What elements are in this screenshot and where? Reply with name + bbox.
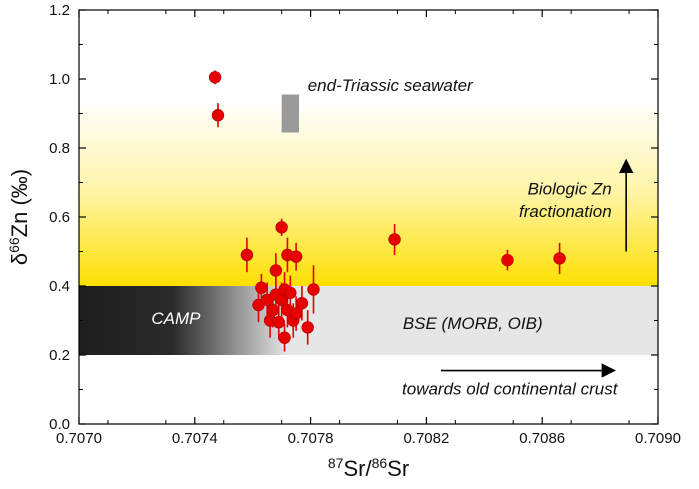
biologic-label-line2: fractionation	[519, 202, 612, 221]
y-tick-label-2: 0.4	[49, 278, 70, 295]
data-point-21	[295, 297, 309, 310]
data-point-19	[289, 250, 303, 263]
data-point-2	[240, 248, 254, 262]
axis-ticks: 0.7070 0.7074 0.7078 0.7082 0.7086 0.7090 0.0 0…	[49, 2, 681, 447]
x-tick-label-5: 0.7090	[635, 430, 681, 447]
data-points	[208, 70, 566, 352]
data-point-4	[255, 281, 268, 294]
camp-label: CAMP	[151, 309, 201, 328]
x-tick-label-0: 0.7070	[56, 430, 102, 447]
data-point-8	[269, 264, 283, 277]
y-tick-label-3: 0.6	[49, 209, 70, 226]
data-point-1	[211, 109, 225, 122]
data-point-0	[208, 71, 222, 84]
shaded-regions	[79, 94, 658, 355]
data-point-23	[307, 283, 320, 296]
data-point-7	[266, 303, 280, 317]
y-tick-label-1: 0.2	[49, 347, 70, 364]
data-point-13	[278, 331, 291, 344]
x-title-sr: Sr/	[343, 456, 372, 481]
data-point-24	[388, 233, 401, 246]
x-tick-label-2: 0.7078	[288, 430, 334, 447]
data-point-17	[284, 286, 297, 300]
data-point-25	[501, 253, 514, 267]
y-title-zn: Zn (‰)	[7, 169, 32, 237]
y-tick-label-5: 1.0	[49, 71, 70, 88]
y-tick-label-4: 0.8	[49, 140, 70, 157]
y-title-delta: δ	[7, 253, 32, 265]
x-tick-label-1: 0.7074	[172, 430, 218, 447]
y-tick-label-0: 0.0	[49, 416, 70, 433]
y-axis-title: δ66Zn (‰)	[6, 169, 32, 265]
x-tick-label-3: 0.7082	[403, 430, 449, 447]
seawater-label: end-Triassic seawater	[308, 76, 474, 95]
crust-label: towards old continental crust	[402, 380, 619, 399]
y-title-sup-66: 66	[6, 237, 22, 253]
x-axis-title: 87Sr/86Sr	[328, 455, 409, 481]
x-title-sr-end: Sr	[387, 456, 409, 481]
camp-band	[79, 286, 288, 355]
data-point-10	[272, 316, 285, 329]
x-title-sup-86: 86	[372, 455, 388, 471]
biologic-label-line1: Biologic Zn	[528, 180, 612, 199]
data-point-20	[289, 307, 303, 320]
annotations: end-Triassic seawater Biologic Zn fraction…	[151, 76, 634, 399]
seawater-box	[281, 94, 300, 133]
data-point-26	[553, 252, 566, 265]
x-tick-label-4: 0.7086	[519, 430, 565, 447]
data-point-22	[301, 321, 314, 334]
x-title-sup-87: 87	[328, 455, 344, 471]
data-point-11	[275, 221, 288, 234]
bse-label: BSE (MORB, OIB)	[403, 314, 543, 333]
y-tick-label-6: 1.2	[49, 2, 70, 19]
